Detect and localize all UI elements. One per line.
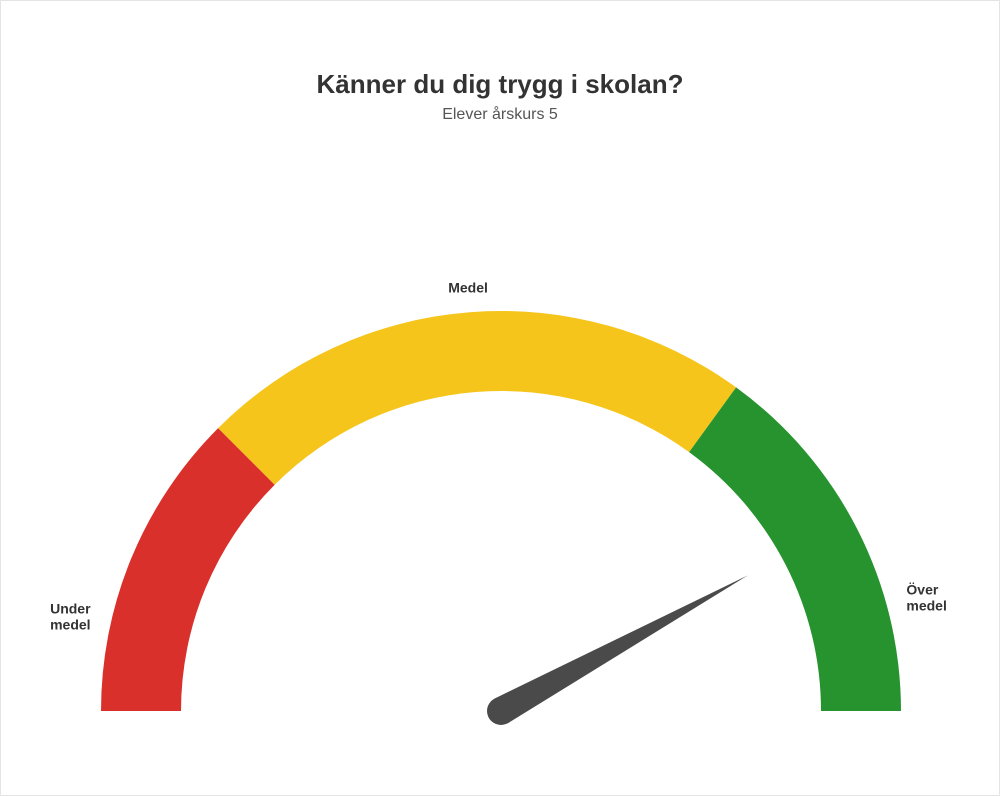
gauge-segment-label-1: Medel (448, 279, 488, 295)
gauge-segment-2 (689, 387, 901, 711)
gauge-svg: Undermedel Medel Övermedel (1, 151, 1000, 771)
chart-frame: Känner du dig trygg i skolan? Elever års… (0, 0, 1000, 796)
chart-subtitle: Elever årskurs 5 (1, 106, 999, 124)
gauge-segment-1 (218, 311, 736, 485)
chart-title: Känner du dig trygg i skolan? (1, 69, 999, 100)
gauge-segment-0 (101, 428, 275, 711)
gauge-needle-hub (487, 697, 515, 725)
gauge-chart: Undermedel Medel Övermedel (1, 151, 999, 765)
gauge-segment-label-0: Undermedel (50, 600, 91, 632)
gauge-segment-label-2: Övermedel (906, 581, 946, 613)
titles: Känner du dig trygg i skolan? Elever års… (1, 69, 999, 124)
gauge-needle (494, 575, 748, 723)
